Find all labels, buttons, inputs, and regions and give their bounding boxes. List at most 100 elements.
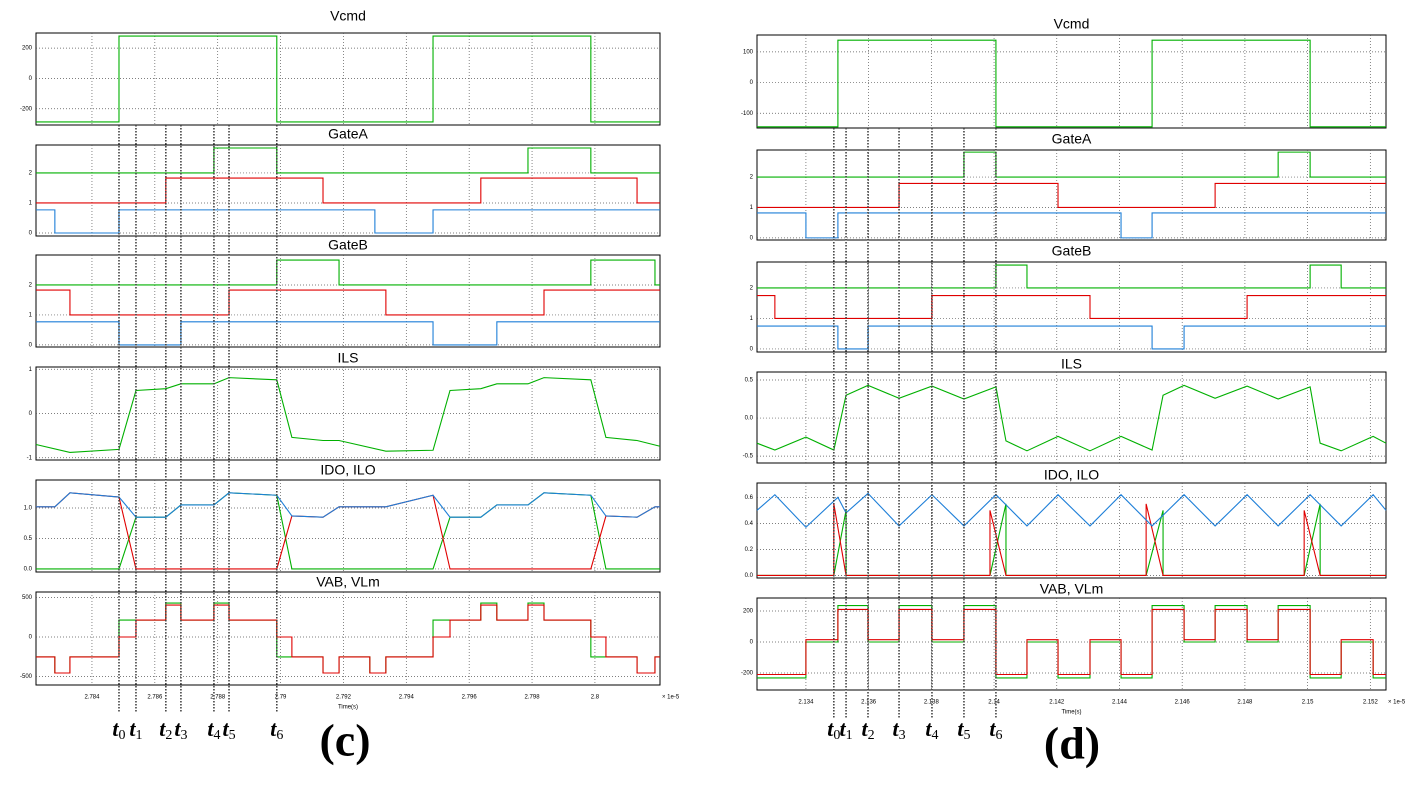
y-tick-label: 1: [29, 367, 33, 373]
x-multiplier: × 1e-5: [1388, 700, 1406, 706]
time-marker-label: t3: [174, 716, 187, 743]
waveform-line: [36, 35, 660, 123]
waveform-line: [757, 503, 1386, 576]
x-tick-label: 2.142: [1049, 700, 1065, 706]
y-tick-label: 0: [29, 635, 33, 641]
x-tick-label: 2.796: [462, 695, 478, 701]
time-marker-label: t5: [222, 716, 235, 743]
plot-frame: [756, 597, 1387, 691]
y-tick-label: 1: [29, 313, 33, 319]
y-tick-label: 0.0: [24, 567, 33, 573]
plot-frame: [35, 32, 661, 126]
y-tick-label: 2: [29, 283, 33, 289]
subplot-title: VAB, VLm: [1040, 581, 1104, 597]
time-marker-label: t1: [129, 716, 142, 743]
subplot-title: Vcmd: [330, 8, 366, 24]
subplot-title: Vcmd: [1054, 16, 1090, 32]
y-tick-label: 0.0: [745, 573, 754, 579]
y-tick-label: 2: [29, 171, 33, 177]
y-tick-label: 0.6: [745, 495, 754, 501]
time-marker-label: t6: [270, 716, 283, 743]
x-tick-label: 2.784: [84, 695, 100, 701]
waveform-line: [757, 295, 1386, 319]
plot-frame: [756, 34, 1387, 129]
y-tick-label: 1: [750, 205, 754, 211]
x-tick-label: 2.138: [924, 700, 940, 706]
y-tick-label: 2: [750, 175, 754, 181]
y-tick-label: 0: [29, 342, 33, 348]
x-tick-label: 2.146: [1175, 700, 1191, 706]
waveform-line: [756, 384, 1387, 452]
subplot-title: IDO, ILO: [320, 462, 375, 478]
x-tick-label: 2.134: [798, 700, 814, 706]
plot-frame: [756, 371, 1387, 464]
time-marker-label: t2: [861, 716, 874, 743]
y-tick-label: -1: [27, 455, 33, 461]
x-tick-label: 2.136: [861, 700, 877, 706]
x-tick-label: 2.148: [1237, 700, 1253, 706]
plot-frame: [756, 149, 1387, 241]
x-tick-label: 2.786: [147, 695, 163, 701]
x-tick-label: 2.788: [210, 695, 226, 701]
time-marker-label: t6: [989, 716, 1002, 743]
waveform-line: [36, 177, 660, 204]
y-tick-label: -200: [20, 106, 33, 112]
time-marker-label: t3: [892, 716, 905, 743]
y-tick-label: -0.5: [743, 454, 754, 460]
waveform-line: [36, 147, 660, 174]
waveform-line: [36, 492, 660, 518]
y-tick-label: 0: [29, 76, 33, 82]
panel-label: (d): [1044, 718, 1100, 769]
y-tick-label: 2: [750, 286, 754, 292]
subplot-title: GateA: [328, 126, 368, 142]
panel: Vcmd 200 0 -200 GateA 2 1 0 GateB 2 1 0 ILS 1 0 -1 IDO, …: [20, 8, 680, 766]
plot-frame: [35, 591, 661, 686]
plot-frame: [35, 479, 661, 573]
time-marker-label: t4: [207, 716, 220, 743]
waveform-line: [36, 289, 660, 316]
subplot-title: ILS: [337, 350, 358, 366]
time-marker-label: t5: [957, 716, 970, 743]
subplot-title: GateA: [1052, 131, 1092, 147]
y-tick-label: 0.5: [745, 378, 754, 384]
y-tick-label: -500: [20, 674, 33, 680]
y-tick-label: 0.5: [24, 536, 33, 542]
y-tick-label: 500: [22, 595, 33, 601]
x-multiplier: × 1e-5: [662, 695, 680, 701]
x-axis-label: Time(s): [338, 705, 358, 711]
y-tick-label: 0: [750, 80, 754, 86]
time-marker-label: t0: [827, 716, 840, 743]
time-marker-label: t1: [839, 716, 852, 743]
waveform-line: [36, 209, 660, 234]
plot-frame: [35, 144, 661, 237]
waveform-line: [757, 325, 1386, 350]
y-tick-label: 0: [750, 640, 754, 646]
waveform-line: [757, 608, 1386, 676]
plot-frame: [756, 261, 1387, 353]
y-tick-label: 0: [29, 411, 33, 417]
subplot-title: VAB, VLm: [316, 574, 380, 590]
panel: Vcmd 100 0 -100 GateA 2 1 0 GateB 2 1 0 ILS 0.5 0.0 -0.…: [741, 16, 1406, 769]
x-tick-label: 2.144: [1112, 700, 1128, 706]
subplot-title: GateB: [328, 237, 368, 253]
y-tick-label: 100: [743, 49, 754, 55]
waveform-line: [757, 212, 1386, 239]
y-tick-label: 1.0: [24, 506, 33, 512]
y-tick-label: 200: [743, 609, 754, 615]
y-tick-label: 0.2: [745, 547, 754, 553]
x-tick-label: 2.14: [988, 700, 1000, 706]
waveform-line: [36, 604, 660, 674]
y-tick-label: 0: [750, 235, 754, 241]
waveform-line: [757, 39, 1386, 128]
y-tick-label: 0.4: [745, 521, 754, 527]
x-tick-label: 2.79: [275, 695, 287, 701]
y-tick-label: -100: [741, 111, 754, 117]
plot-frame: [35, 254, 661, 348]
subplot-title: GateB: [1052, 243, 1092, 259]
y-tick-label: 0: [29, 231, 33, 237]
subplot-title: IDO, ILO: [1044, 467, 1099, 483]
waveform-line: [35, 377, 661, 454]
x-tick-label: 2.8: [591, 695, 600, 701]
y-tick-label: 1: [29, 201, 33, 207]
